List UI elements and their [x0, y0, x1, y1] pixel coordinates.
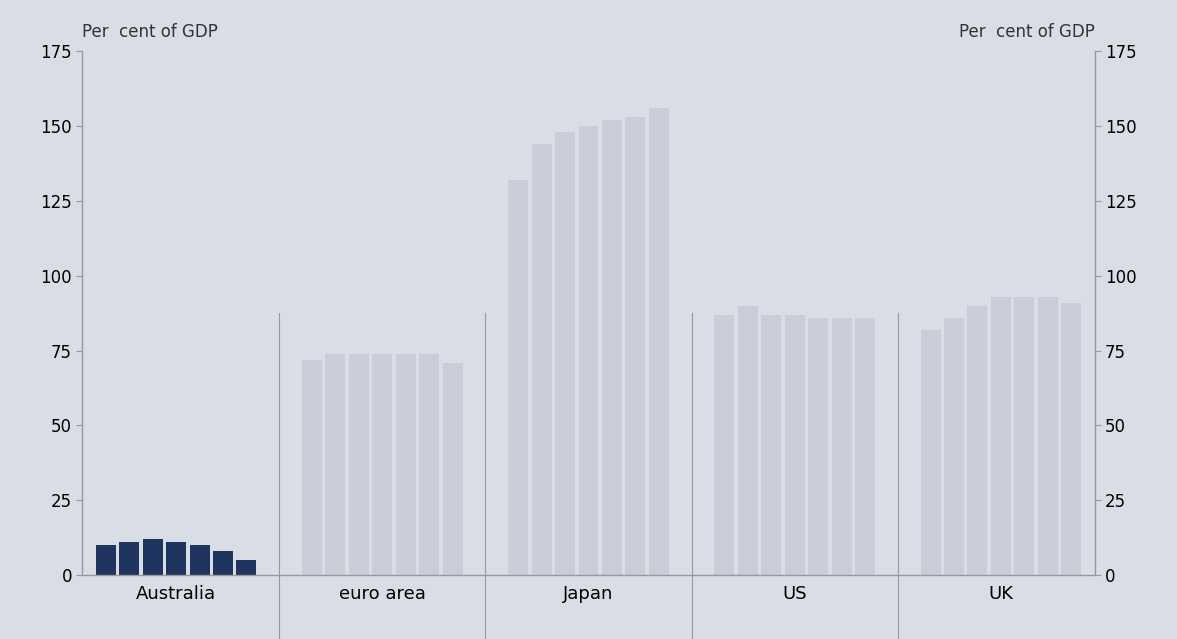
Bar	[395, 353, 415, 575]
Bar	[944, 318, 964, 575]
Bar	[714, 314, 734, 575]
Text: Per  cent of GDP: Per cent of GDP	[959, 22, 1095, 41]
Bar	[142, 539, 162, 575]
Bar	[556, 132, 576, 575]
Bar	[1038, 296, 1058, 575]
Bar	[1062, 303, 1082, 575]
Bar	[738, 305, 758, 575]
Bar	[119, 542, 139, 575]
Bar	[991, 296, 1011, 575]
Bar	[762, 314, 782, 575]
Bar	[326, 353, 345, 575]
Bar	[920, 330, 940, 575]
Bar	[443, 362, 463, 575]
Bar	[348, 353, 368, 575]
Bar	[601, 120, 621, 575]
Bar	[213, 551, 233, 575]
Bar	[189, 545, 210, 575]
Bar	[809, 318, 829, 575]
Bar	[855, 318, 875, 575]
Bar	[166, 542, 186, 575]
Bar	[625, 117, 645, 575]
Bar	[302, 360, 322, 575]
Bar	[579, 126, 598, 575]
Bar	[532, 144, 552, 575]
Bar	[785, 314, 805, 575]
Bar	[967, 305, 988, 575]
Text: Per  cent of GDP: Per cent of GDP	[82, 22, 218, 41]
Bar	[832, 318, 851, 575]
Bar	[95, 545, 115, 575]
Bar	[419, 353, 439, 575]
Bar	[372, 353, 392, 575]
Bar	[237, 560, 257, 575]
Bar	[508, 180, 528, 575]
Bar	[1015, 296, 1035, 575]
Bar	[649, 108, 669, 575]
